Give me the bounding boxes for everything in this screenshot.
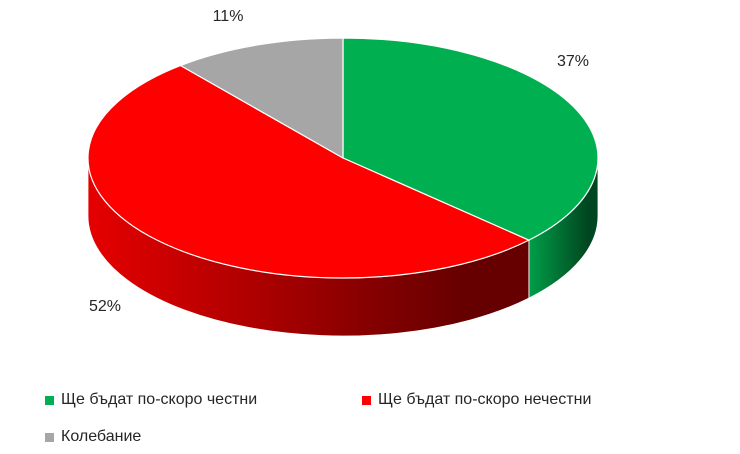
legend-swatch (362, 396, 371, 405)
slice (87, 64, 531, 279)
slice (342, 37, 599, 241)
slice (179, 37, 344, 160)
data-label: 11% (213, 8, 244, 25)
legend-label: Ще бъдат по-скоро нечестни (378, 391, 591, 408)
legend-label: Ще бъдат по-скоро честни (61, 391, 257, 408)
data-label: 52% (89, 298, 121, 315)
legend-swatch (45, 433, 54, 442)
legend-label: Колебание (61, 428, 141, 445)
legend-swatch (45, 396, 54, 405)
data-label: 37% (557, 53, 589, 70)
